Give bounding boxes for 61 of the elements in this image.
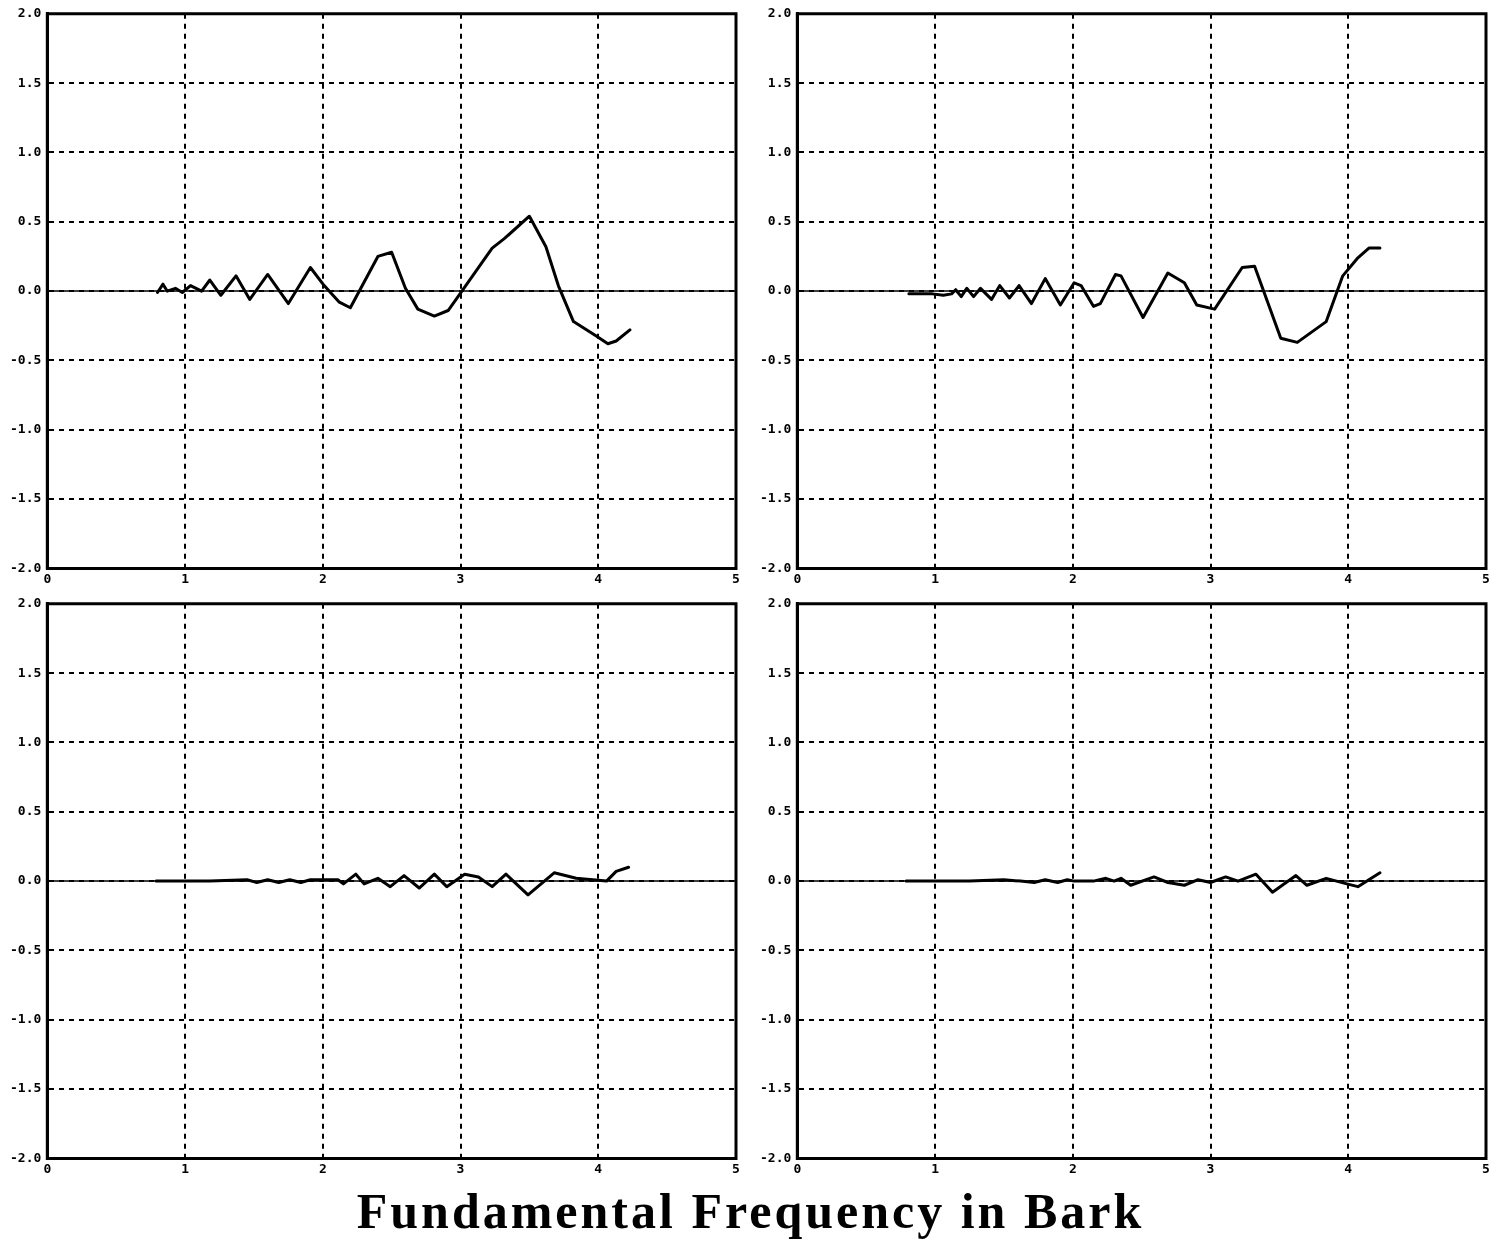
y-tick-label: 1.0: [17, 733, 42, 749]
y-tick-label: -1.0: [9, 421, 42, 437]
x-tick-label: 3: [456, 570, 465, 586]
y-tick-label: -1.5: [759, 490, 792, 506]
y-tick-label: 2.0: [767, 595, 792, 611]
y-tick-label: 0.0: [17, 282, 42, 298]
x-tick-label: 5: [732, 1160, 740, 1176]
x-tick-label: 1: [181, 570, 190, 586]
y-tick-label: -2.0: [9, 1149, 42, 1165]
y-tick-label: -0.5: [759, 941, 792, 957]
x-tick-label: 4: [1344, 570, 1353, 586]
y-tick-label: 0.0: [767, 872, 792, 888]
x-tick-label: 3: [1206, 570, 1215, 586]
y-tick-label: 2.0: [17, 5, 42, 21]
y-tick-label: -0.5: [9, 351, 42, 367]
x-tick-label: 0: [793, 1160, 802, 1176]
y-tick-label: 2.0: [767, 5, 792, 21]
x-tick-label: 0: [43, 570, 52, 586]
y-tick-label: 0.5: [767, 213, 792, 229]
y-tick-label: -1.0: [759, 1011, 792, 1027]
y-tick-label: -0.5: [759, 351, 792, 367]
y-tick-label: 0.0: [17, 872, 42, 888]
x-tick-label: 2: [318, 1160, 327, 1176]
y-tick-label: 0.5: [767, 803, 792, 819]
y-tick-label: -1.0: [759, 421, 792, 437]
y-tick-label: -1.5: [9, 1080, 42, 1096]
x-tick-label: 1: [931, 1160, 940, 1176]
x-tick-label: 1: [181, 1160, 190, 1176]
x-tick-label: 3: [456, 1160, 465, 1176]
x-tick-label: 5: [1482, 1160, 1490, 1176]
y-tick-label: -0.5: [9, 941, 42, 957]
y-tick-label: 0.5: [17, 803, 42, 819]
x-tick-label: 1: [931, 570, 940, 586]
y-tick-label: 1.5: [17, 74, 42, 90]
y-tick-label: 1.0: [767, 143, 792, 159]
x-tick-label: 4: [1344, 1160, 1353, 1176]
x-tick-label: 0: [793, 570, 802, 586]
y-tick-label: 1.5: [767, 74, 792, 90]
x-tick-label: 0: [43, 1160, 52, 1176]
y-tick-label: -1.5: [759, 1080, 792, 1096]
y-tick-label: -1.0: [9, 1011, 42, 1027]
x-tick-label: 3: [1206, 1160, 1215, 1176]
x-tick-label: 4: [594, 570, 603, 586]
x-tick-label: 2: [1068, 1160, 1077, 1176]
x-tick-label: 2: [318, 570, 327, 586]
y-tick-label: 1.5: [767, 664, 792, 680]
y-tick-label: -2.0: [759, 559, 792, 575]
x-axis-title: Fundamental Frequency in Bark: [355, 1182, 1146, 1240]
x-tick-label: 2: [1068, 570, 1077, 586]
x-tick-label: 5: [1482, 570, 1490, 586]
y-tick-label: 2.0: [17, 595, 42, 611]
y-tick-label: -2.0: [759, 1149, 792, 1165]
y-tick-label: 1.5: [17, 664, 42, 680]
y-tick-label: -2.0: [9, 559, 42, 575]
y-tick-label: -1.5: [9, 490, 42, 506]
x-tick-label: 5: [732, 570, 740, 586]
y-tick-label: 1.0: [767, 733, 792, 749]
y-tick-label: 0.0: [767, 282, 792, 298]
y-tick-label: 1.0: [17, 143, 42, 159]
x-tick-label: 4: [594, 1160, 603, 1176]
y-tick-label: 0.5: [17, 213, 42, 229]
